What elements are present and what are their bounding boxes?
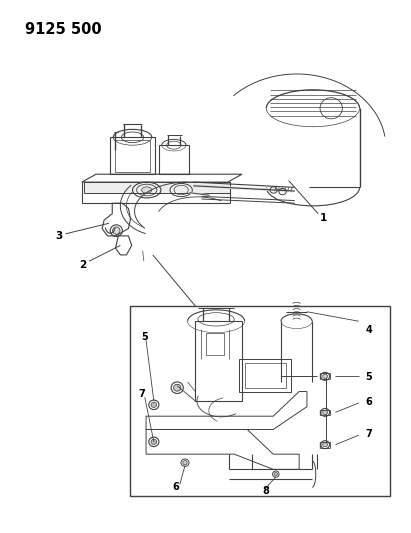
Ellipse shape xyxy=(323,442,328,447)
Text: 9125 500: 9125 500 xyxy=(25,22,102,37)
Ellipse shape xyxy=(183,461,187,465)
Text: 7: 7 xyxy=(139,389,145,399)
Ellipse shape xyxy=(142,187,152,193)
Text: 5: 5 xyxy=(365,372,372,382)
Bar xyxy=(240,359,291,392)
Ellipse shape xyxy=(274,473,277,475)
Text: 3: 3 xyxy=(55,231,62,241)
Bar xyxy=(195,321,242,401)
Text: 6: 6 xyxy=(173,482,179,492)
Ellipse shape xyxy=(151,439,157,445)
Text: 8: 8 xyxy=(262,486,269,496)
Text: 7: 7 xyxy=(365,429,372,439)
Text: 5: 5 xyxy=(141,332,148,342)
Ellipse shape xyxy=(151,402,157,407)
Bar xyxy=(159,145,189,174)
Ellipse shape xyxy=(323,374,328,378)
Ellipse shape xyxy=(323,410,328,415)
Text: 1: 1 xyxy=(320,213,328,223)
Bar xyxy=(115,140,150,172)
Ellipse shape xyxy=(173,384,181,391)
Bar xyxy=(110,138,155,174)
Bar xyxy=(131,306,390,496)
Bar xyxy=(245,363,286,387)
Text: 4: 4 xyxy=(366,325,373,335)
Polygon shape xyxy=(84,182,230,192)
Text: 2: 2 xyxy=(79,260,87,270)
Ellipse shape xyxy=(113,227,120,235)
Bar xyxy=(206,333,224,356)
Text: 6: 6 xyxy=(365,397,372,407)
